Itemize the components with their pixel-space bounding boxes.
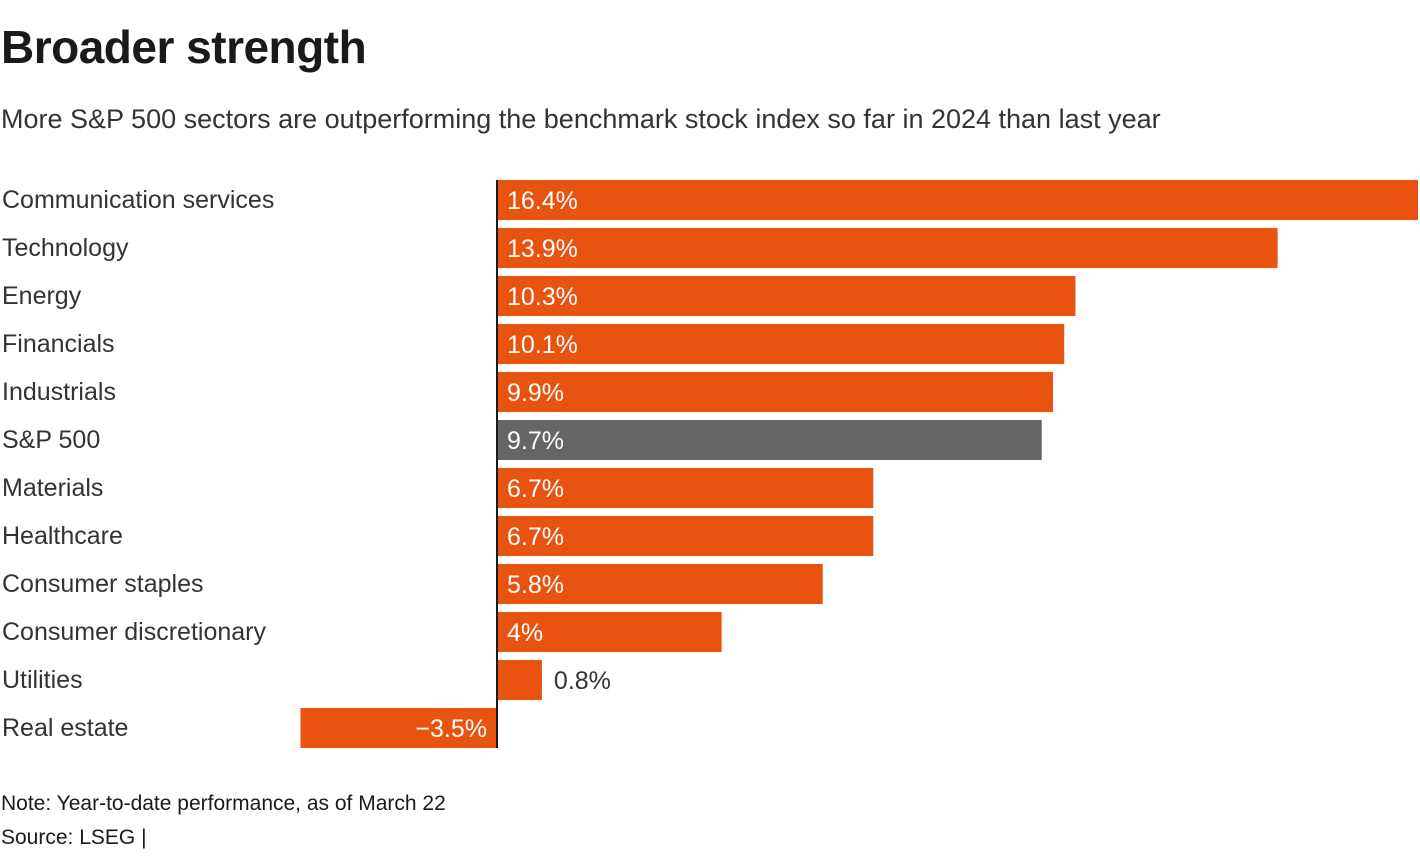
sector-bar <box>497 372 1053 412</box>
value-label: 4% <box>507 619 543 647</box>
category-label: Consumer discretionary <box>2 618 266 646</box>
value-label: 6.7% <box>507 475 564 503</box>
category-label: Energy <box>2 282 82 310</box>
sector-bar <box>497 612 722 652</box>
chart-subtitle: More S&P 500 sectors are outperforming t… <box>1 104 1161 134</box>
sector-bar <box>497 228 1278 268</box>
category-label: Financials <box>2 330 115 358</box>
sector-bar <box>497 276 1076 316</box>
value-label: 6.7% <box>507 523 564 551</box>
value-label: 10.3% <box>507 283 578 311</box>
chart-source: Source: LSEG | <box>1 826 147 849</box>
category-label: Real estate <box>2 714 128 742</box>
value-label: 13.9% <box>507 235 578 263</box>
category-label: Technology <box>2 234 129 262</box>
benchmark-bar <box>497 420 1042 460</box>
sector-bar <box>497 468 874 508</box>
sector-bar <box>300 708 497 748</box>
category-label: Utilities <box>2 666 83 694</box>
category-label: Materials <box>2 474 103 502</box>
value-label: 10.1% <box>507 331 578 359</box>
value-label: 16.4% <box>507 187 578 215</box>
category-label: Healthcare <box>2 522 123 550</box>
value-label: 9.9% <box>507 379 564 407</box>
category-label: Industrials <box>2 378 116 406</box>
sector-bar <box>497 324 1065 364</box>
bar-chart: Communication services 16.4% Technology 13.… <box>2 180 1418 748</box>
category-label: Consumer staples <box>2 570 203 598</box>
value-label: 9.7% <box>507 427 564 455</box>
sector-bar <box>497 564 823 604</box>
chart-title: Broader strength <box>1 21 367 73</box>
category-label: Communication services <box>2 186 274 214</box>
sector-bar <box>497 516 874 556</box>
chart-note: Note: Year-to-date performance, as of Ma… <box>1 792 446 815</box>
value-label: −3.5% <box>415 715 487 743</box>
sector-bar <box>497 660 542 700</box>
value-label: 5.8% <box>507 571 564 599</box>
category-label: S&P 500 <box>2 426 100 454</box>
sector-bar <box>497 180 1418 220</box>
value-label: 0.8% <box>554 667 611 695</box>
